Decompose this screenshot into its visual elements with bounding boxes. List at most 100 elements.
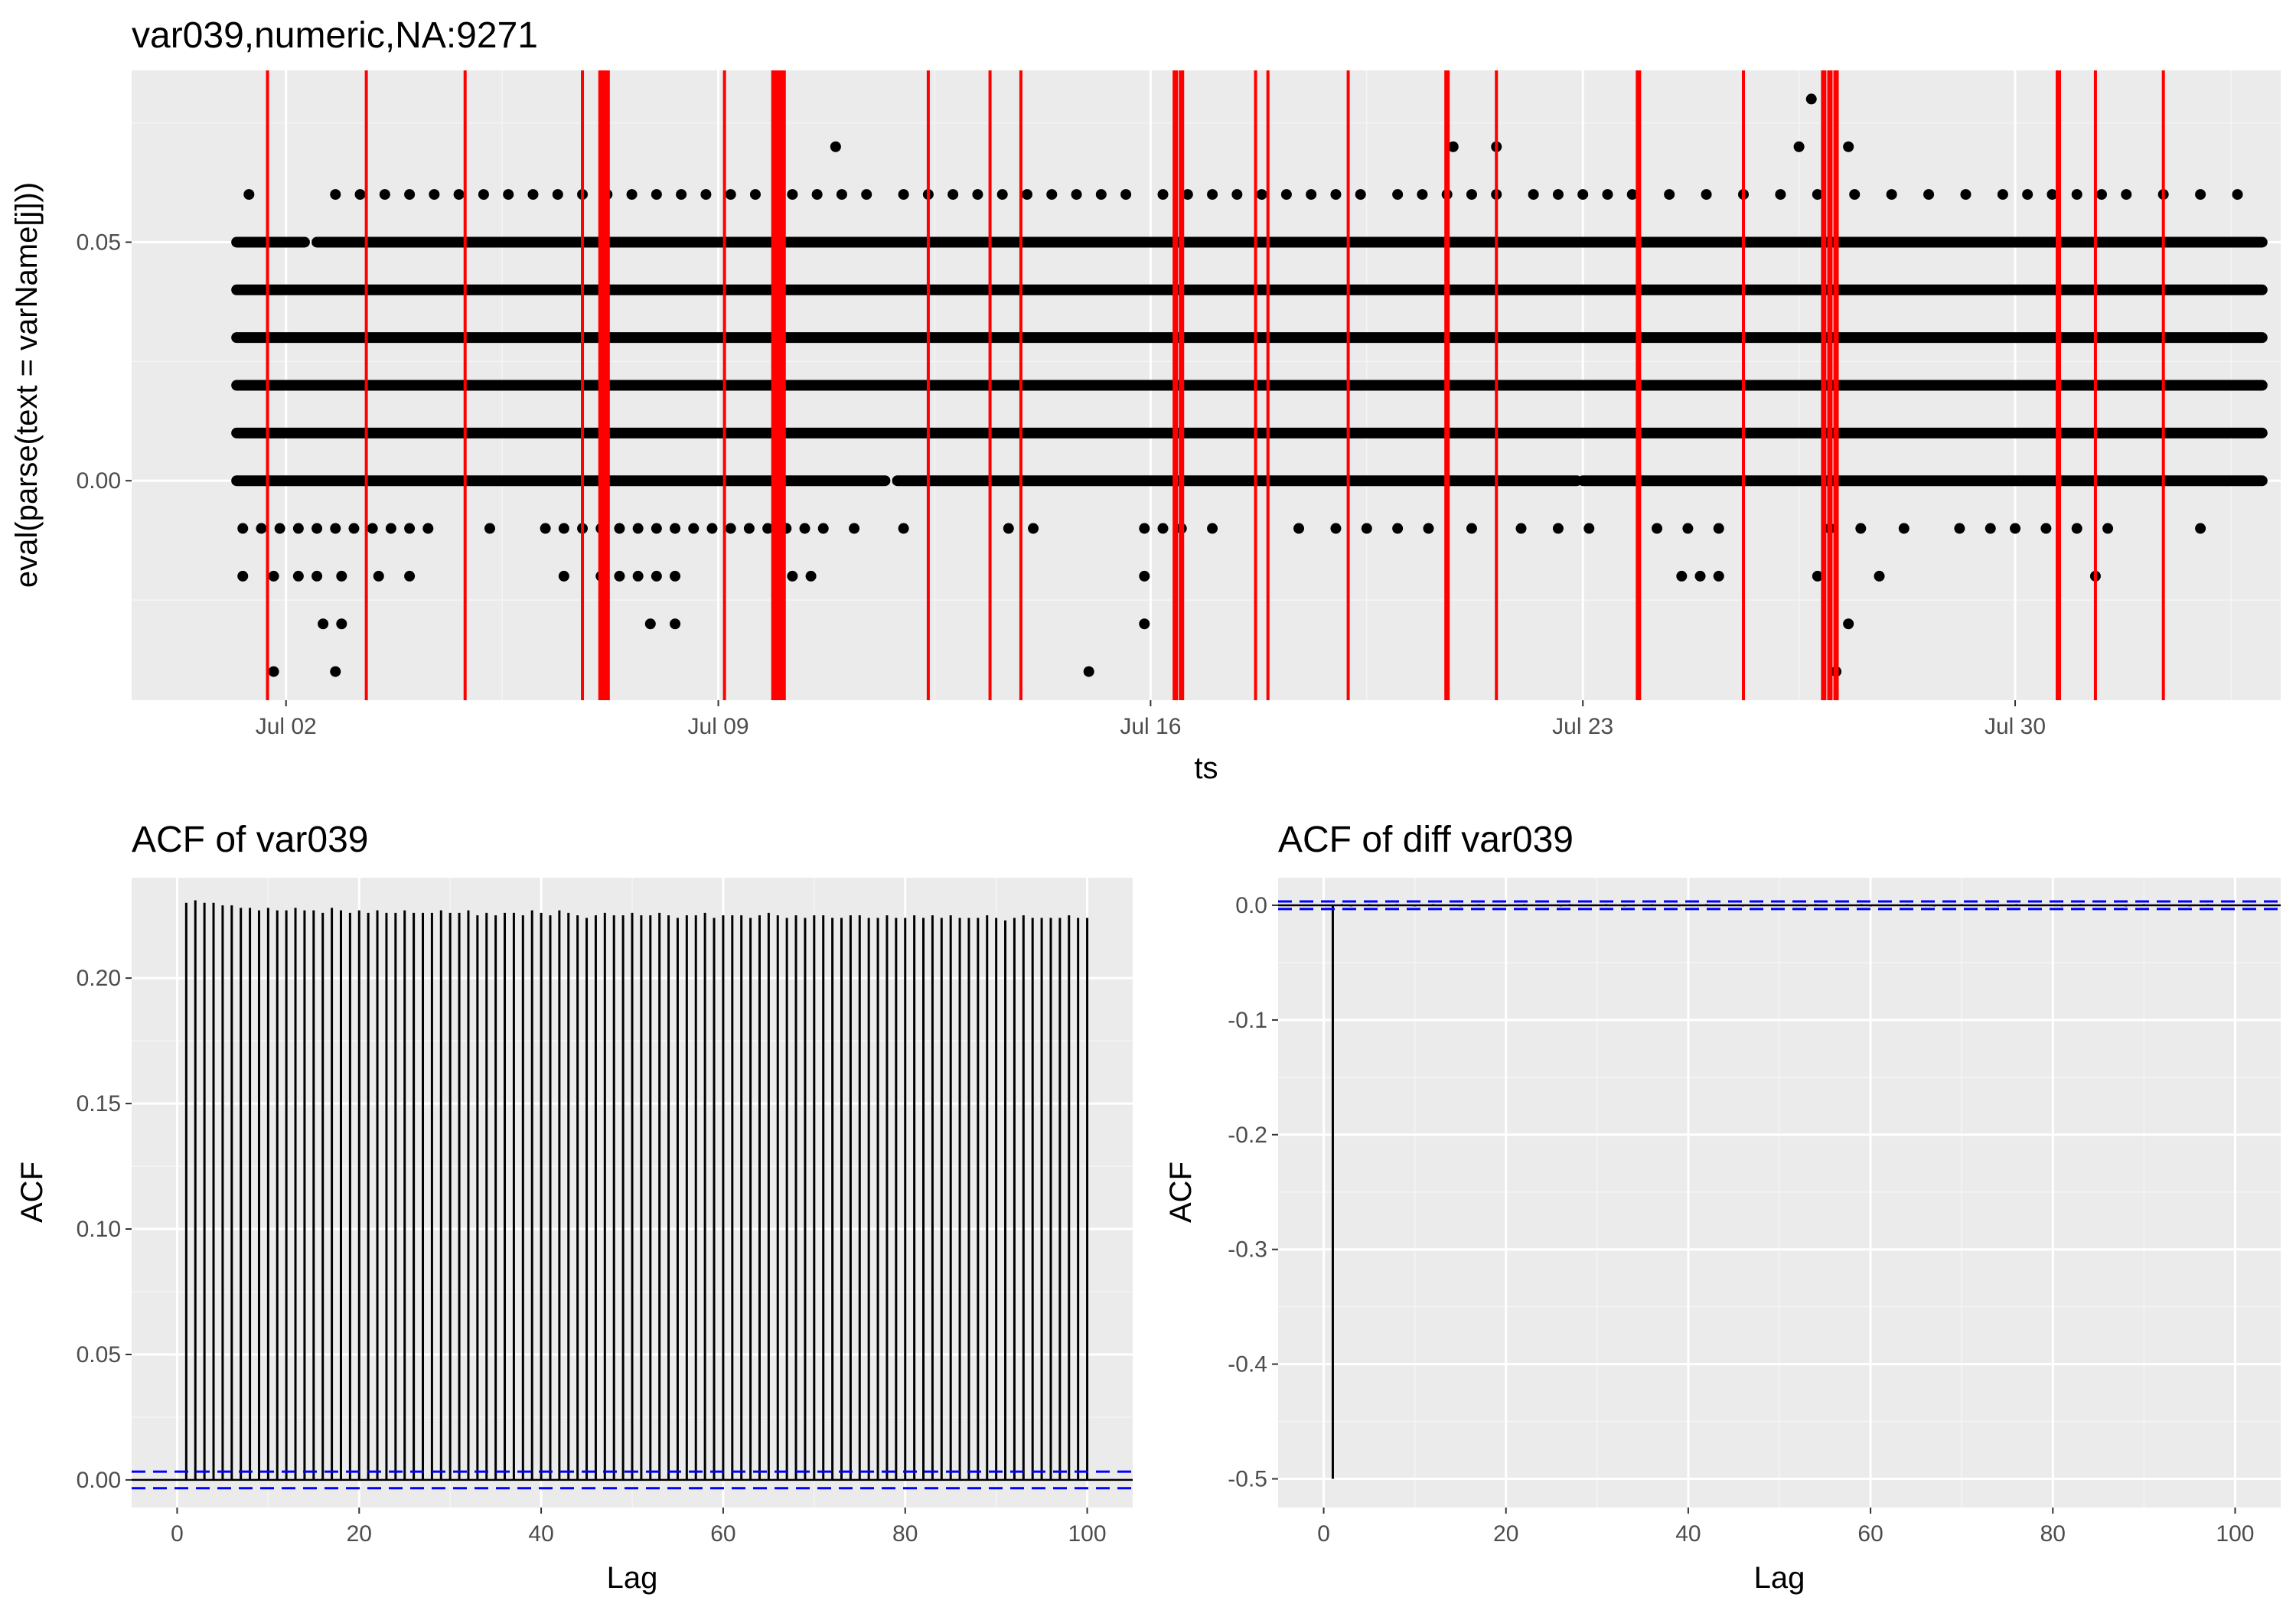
ts-x-axis-label: ts	[1194, 751, 1218, 785]
acf-diff-x-tick-label: 20	[1493, 1521, 1518, 1547]
ts-data-point	[1812, 570, 1823, 582]
ts-data-point	[1874, 570, 1885, 582]
ts-data-point	[614, 570, 625, 582]
ts-data-point	[651, 570, 662, 582]
acf-diff-y-tick-label: -0.1	[1228, 1008, 1267, 1033]
ts-data-point	[743, 523, 755, 534]
acf-y-tick-label: 0.20	[77, 966, 121, 991]
acf-diff-x-ticks: 0 20 40 60 80 100	[1317, 1508, 2254, 1547]
ts-data-point	[1701, 189, 1712, 200]
ts-data-point	[558, 570, 569, 582]
ts-x-tick-label: Jul 30	[1985, 714, 2046, 739]
ts-data-point	[1528, 189, 1539, 200]
ts-data-point	[787, 570, 798, 582]
ts-x-tick-label: Jul 02	[256, 714, 317, 739]
acf-x-tick-label: 60	[710, 1521, 735, 1547]
ts-data-point	[1280, 189, 1292, 200]
ts-scatter-panel: var039,numeric,NA:9271 0.000.05 Jul 02 Ju…	[10, 15, 2281, 785]
ts-data-point	[1330, 189, 1342, 200]
ts-data-point	[805, 570, 817, 582]
ts-y-tick-label: 0.00	[77, 468, 121, 494]
ts-x-tick-label: Jul 16	[1120, 714, 1181, 739]
ts-data-point	[811, 189, 823, 200]
acf-y-tick-label: 0.05	[77, 1342, 121, 1367]
ts-data-point	[354, 189, 366, 200]
ts-data-point	[898, 189, 909, 200]
ts-data-point	[830, 141, 841, 152]
acf-x-tick-label: 20	[347, 1521, 372, 1547]
ts-data-point	[1515, 523, 1527, 534]
ts-data-point	[1583, 523, 1595, 534]
ts-data-point	[1954, 523, 1965, 534]
ts-data-point	[1843, 618, 1854, 630]
ts-data-point	[2071, 189, 2082, 200]
ts-data-point	[1028, 523, 1039, 534]
ts-data-point	[292, 570, 304, 582]
ts-data-point	[1676, 570, 1688, 582]
ts-data-point	[1139, 570, 1150, 582]
acf-x-tick-label: 100	[1068, 1521, 1107, 1547]
ts-data-point	[552, 189, 563, 200]
ts-data-point	[1392, 189, 1404, 200]
acf-diff-confidence-lines	[1278, 900, 2281, 911]
acf-y-tick-label: 0.10	[77, 1217, 121, 1242]
ts-data-point	[367, 523, 378, 534]
ts-data-point	[1812, 189, 1823, 200]
ts-data-point	[1664, 189, 1675, 200]
ts-x-tick-label: Jul 23	[1552, 714, 1613, 739]
acf-x-ticks: 0 20 40 60 80 100	[171, 1508, 1107, 1547]
ts-data-point	[898, 523, 909, 534]
ts-data-point	[725, 189, 736, 200]
ts-data-point	[1417, 189, 1428, 200]
acf-diff-y-tick-label: 0.0	[1235, 893, 1267, 918]
ts-data-point	[330, 523, 341, 534]
ts-data-point	[1095, 189, 1107, 200]
ts-data-point	[1886, 189, 1897, 200]
ts-data-point	[348, 523, 360, 534]
ts-data-point	[1083, 666, 1094, 677]
ts-data-point	[1207, 523, 1218, 534]
acf-diff-panel: ACF of diff var039 0.0 -0.1 -0.2 -0.3 -0.4 -0…	[1164, 820, 2281, 1595]
ts-data-point	[1046, 189, 1058, 200]
ts-data-point	[1330, 523, 1342, 534]
ts-data-point	[1849, 189, 1861, 200]
ts-data-point	[1306, 189, 1317, 200]
acf-diff-bars	[1278, 904, 2281, 1479]
acf-y-tick-label: 0.00	[77, 1468, 121, 1493]
ts-data-point	[1855, 523, 1867, 534]
ts-data-point	[1713, 523, 1724, 534]
acf-y-tick-label: 0.15	[77, 1091, 121, 1116]
ts-data-point	[2195, 189, 2206, 200]
ts-data-point	[996, 189, 1008, 200]
ts-data-point	[651, 523, 662, 534]
ts-data-point	[632, 523, 644, 534]
ts-data-point	[330, 189, 341, 200]
ts-data-point	[1694, 570, 1706, 582]
ts-data-point	[311, 570, 323, 582]
ts-data-point	[268, 666, 279, 677]
ts-data-point	[292, 523, 304, 534]
ts-data-point	[503, 189, 514, 200]
ts-data-point	[404, 189, 416, 200]
ts-data-point	[1139, 618, 1150, 630]
ts-data-point	[2010, 523, 2021, 534]
ts-data-point	[787, 189, 798, 200]
acf-x-tick-label: 80	[892, 1521, 918, 1547]
ts-data-point	[540, 523, 551, 534]
acf-diff-y-ticks: 0.0 -0.1 -0.2 -0.3 -0.4 -0.5	[1228, 893, 1278, 1492]
acf-diff-y-axis-label: ACF	[1164, 1162, 1198, 1223]
ts-data-point	[614, 523, 625, 534]
ts-data-point	[1157, 523, 1169, 534]
ts-data-point	[1423, 523, 1434, 534]
ts-data-point	[1207, 189, 1218, 200]
ts-data-point	[947, 189, 959, 200]
ts-data-point	[1960, 189, 1971, 200]
ts-data-point	[1120, 189, 1132, 200]
ts-data-point	[626, 189, 638, 200]
ts-data-point	[1139, 523, 1150, 534]
ts-red-vlines	[266, 70, 2165, 700]
acf-diff-y-tick-label: -0.5	[1228, 1467, 1267, 1492]
acf-diff-x-tick-label: 40	[1675, 1521, 1701, 1547]
acf-y-ticks: 0.00 0.05 0.10 0.15 0.20	[77, 966, 132, 1493]
